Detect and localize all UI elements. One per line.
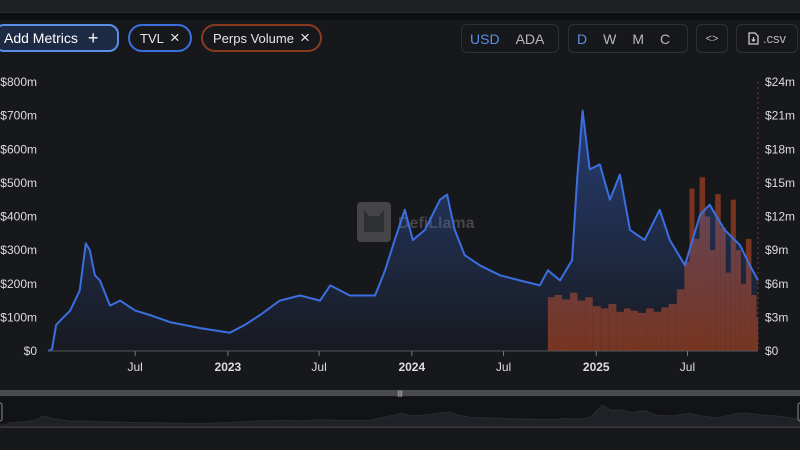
x-tick-label: 2023 [215,360,242,374]
y-left-tick-label: $600m [0,142,37,156]
period-w[interactable]: W [603,30,617,47]
x-axis-ticks: Jul 2023 Jul 2024 Jul 2025 Jul [128,351,695,374]
csv-download-button[interactable]: .csv [736,24,798,53]
x-tick-label: Jul [128,360,143,374]
currency-usd[interactable]: USD [470,30,500,47]
y-left-tick-label: $0 [24,344,38,358]
tvl-chip[interactable]: TVL × [128,24,192,52]
x-tick-label: 2025 [583,360,610,374]
period-d[interactable]: D [577,30,588,47]
currency-toggle: USD ADA [461,24,559,53]
y-right-tick-label: $21m [765,109,795,123]
x-tick-label: Jul [496,360,511,374]
brush-handle-right[interactable] [797,402,800,422]
x-tick-label: Jul [311,360,326,374]
y-axis-left: $0 $100m $200m $300m $400m $500m $600m $700m $80… [0,75,37,358]
csv-label: .csv [762,31,787,46]
y-right-tick-label: $18m [765,142,795,156]
perps-chip-label: Perps Volume [213,30,294,46]
x-tick-label: Jul [680,360,695,374]
tvl-chip-label: TVL [140,30,164,46]
minimap-series [0,404,800,426]
currency-ada[interactable]: ADA [515,30,545,47]
period-m[interactable]: M [632,30,645,47]
y-axis-right: $0 $3m $6m $9m $12m $15m $18m $21m $24m [765,75,795,358]
y-right-tick-label: $0 [765,344,779,358]
y-left-tick-label: $200m [0,277,37,291]
y-right-tick-label: $15m [765,176,795,190]
file-download-icon [748,32,759,45]
brush-handle-bar[interactable] [0,390,800,396]
code-icon: <> [705,32,719,45]
drag-grip-icon[interactable]: ||| [397,391,403,398]
embed-button[interactable]: <> [696,24,728,53]
close-icon[interactable]: × [169,28,180,47]
y-right-tick-label: $24m [765,75,795,89]
x-tick-label: 2024 [398,360,425,374]
add-metrics-button[interactable]: Add Metrics + [0,24,119,52]
close-icon[interactable]: × [299,28,310,47]
y-right-tick-label: $3m [765,310,788,324]
tvl-area [48,110,758,351]
y-left-tick-label: $800m [0,75,37,89]
header-band [0,13,800,20]
top-bar [0,0,800,13]
brush-handle-left[interactable] [0,402,3,422]
y-right-tick-label: $6m [765,277,788,291]
perps-volume-chip[interactable]: Perps Volume × [201,24,322,52]
plus-icon: + [87,27,99,48]
y-left-tick-label: $100m [0,310,37,324]
y-left-tick-label: $500m [0,176,37,190]
y-right-tick-label: $9m [765,243,788,257]
tvl-series [47,109,759,352]
period-toggle: D W M C [568,24,688,53]
y-left-tick-label: $400m [0,210,37,224]
period-c[interactable]: C [660,30,671,47]
tvl-line [47,109,759,352]
add-metrics-label: Add Metrics [4,30,78,46]
y-left-tick-label: $700m [0,109,37,123]
y-left-tick-label: $300m [0,243,37,257]
y-right-tick-label: $12m [765,210,795,224]
